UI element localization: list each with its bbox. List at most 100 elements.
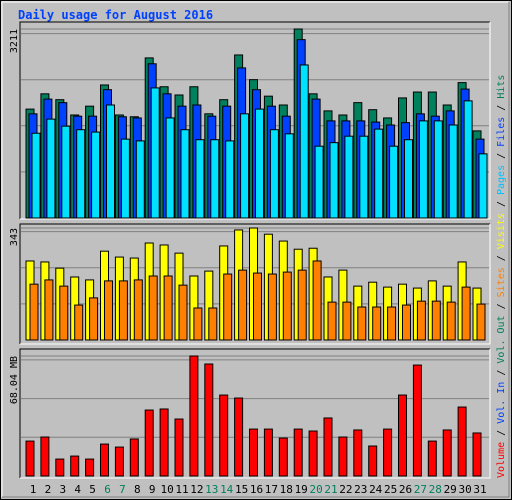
x-tick-label: 26	[399, 483, 412, 496]
bar	[234, 397, 244, 477]
legend-entry: Volume	[496, 442, 507, 478]
legend-separator: /	[496, 297, 507, 315]
legend-entry: Sites	[496, 267, 507, 297]
y-tick-label: 68.04 MB	[9, 356, 20, 404]
x-tick-label: 11	[175, 483, 188, 496]
x-tick-label: 1	[30, 483, 37, 496]
bar	[249, 428, 258, 477]
bar	[342, 301, 352, 341]
x-tick-label: 30	[458, 483, 471, 496]
bar	[238, 269, 248, 341]
bar	[418, 120, 428, 219]
x-tick-label: 18	[280, 483, 293, 496]
x-tick-label: 20	[309, 483, 322, 496]
legend-separator: /	[496, 147, 507, 165]
bar	[174, 418, 184, 477]
bar	[357, 306, 367, 341]
bar	[135, 140, 145, 219]
bar	[150, 87, 160, 219]
x-tick-label: 14	[220, 483, 234, 496]
x-tick-label: 19	[295, 483, 308, 496]
bar	[398, 394, 407, 477]
bar	[210, 139, 220, 219]
bar	[61, 125, 71, 219]
bar	[412, 364, 422, 477]
bar	[472, 432, 482, 477]
x-tick-label: 9	[149, 483, 156, 496]
bar	[225, 140, 235, 219]
bar	[297, 269, 307, 341]
x-tick-label: 2	[45, 483, 52, 496]
bar	[442, 429, 452, 477]
bar	[70, 455, 80, 477]
bar	[240, 113, 250, 219]
bar	[383, 428, 393, 477]
bar	[446, 301, 456, 341]
y-tick-label: 343	[9, 228, 20, 246]
bar	[404, 139, 413, 219]
bar	[463, 100, 473, 219]
bar	[163, 275, 173, 341]
bar	[344, 135, 354, 219]
bar	[180, 129, 190, 219]
bar	[76, 129, 86, 219]
x-tick-label: 31	[473, 483, 486, 496]
bar	[431, 300, 441, 341]
panel-bevel-dark	[19, 348, 490, 478]
bar	[59, 285, 69, 341]
x-tick-label: 3	[59, 483, 66, 496]
legend-entry: Vol. Out	[496, 315, 507, 363]
bar	[223, 273, 233, 341]
bar	[144, 409, 154, 477]
x-tick-label: 12	[190, 483, 203, 496]
bar	[114, 446, 124, 477]
bar	[278, 437, 288, 477]
bar	[457, 406, 467, 477]
panel-bevel-dark	[19, 223, 490, 344]
x-tick-label: 6	[104, 483, 111, 496]
bar	[189, 355, 199, 477]
x-tick-label: 8	[134, 483, 141, 496]
bar	[148, 275, 158, 341]
panel-bevel-dark	[19, 21, 490, 219]
bar	[267, 273, 277, 341]
legend-entry: Hits	[496, 75, 507, 99]
bar	[178, 284, 188, 341]
bar	[308, 430, 318, 477]
legend-entry: Pages	[496, 165, 507, 195]
bar	[133, 279, 143, 341]
bar	[433, 120, 443, 219]
legend-separator: /	[496, 249, 507, 267]
legend-entry: Visits	[496, 213, 507, 249]
bar	[25, 440, 35, 477]
bar	[106, 104, 115, 219]
bar	[46, 118, 56, 219]
x-tick-label: 29	[444, 483, 457, 496]
x-tick-label: 13	[205, 483, 218, 496]
x-tick-label: 7	[119, 483, 126, 496]
x-tick-label: 17	[265, 483, 278, 496]
bar	[204, 363, 214, 477]
legend-entry: Vol. In	[496, 382, 507, 424]
x-tick-label: 16	[250, 483, 263, 496]
bar	[284, 133, 294, 219]
legend-entry: Files	[496, 117, 507, 147]
x-tick-label: 10	[160, 483, 173, 496]
bar	[263, 428, 273, 477]
x-tick-label: 4	[74, 483, 81, 496]
bar	[389, 145, 399, 219]
legend-separator: /	[496, 195, 507, 213]
bar	[353, 429, 363, 477]
bar	[89, 297, 99, 341]
bar	[40, 436, 50, 477]
bar	[402, 304, 411, 341]
x-tick-label: 22	[339, 483, 352, 496]
bar	[329, 142, 339, 219]
legend-separator: /	[496, 99, 507, 117]
bar	[253, 272, 262, 341]
bar	[118, 280, 128, 341]
bar	[55, 458, 65, 477]
bar	[461, 286, 471, 341]
